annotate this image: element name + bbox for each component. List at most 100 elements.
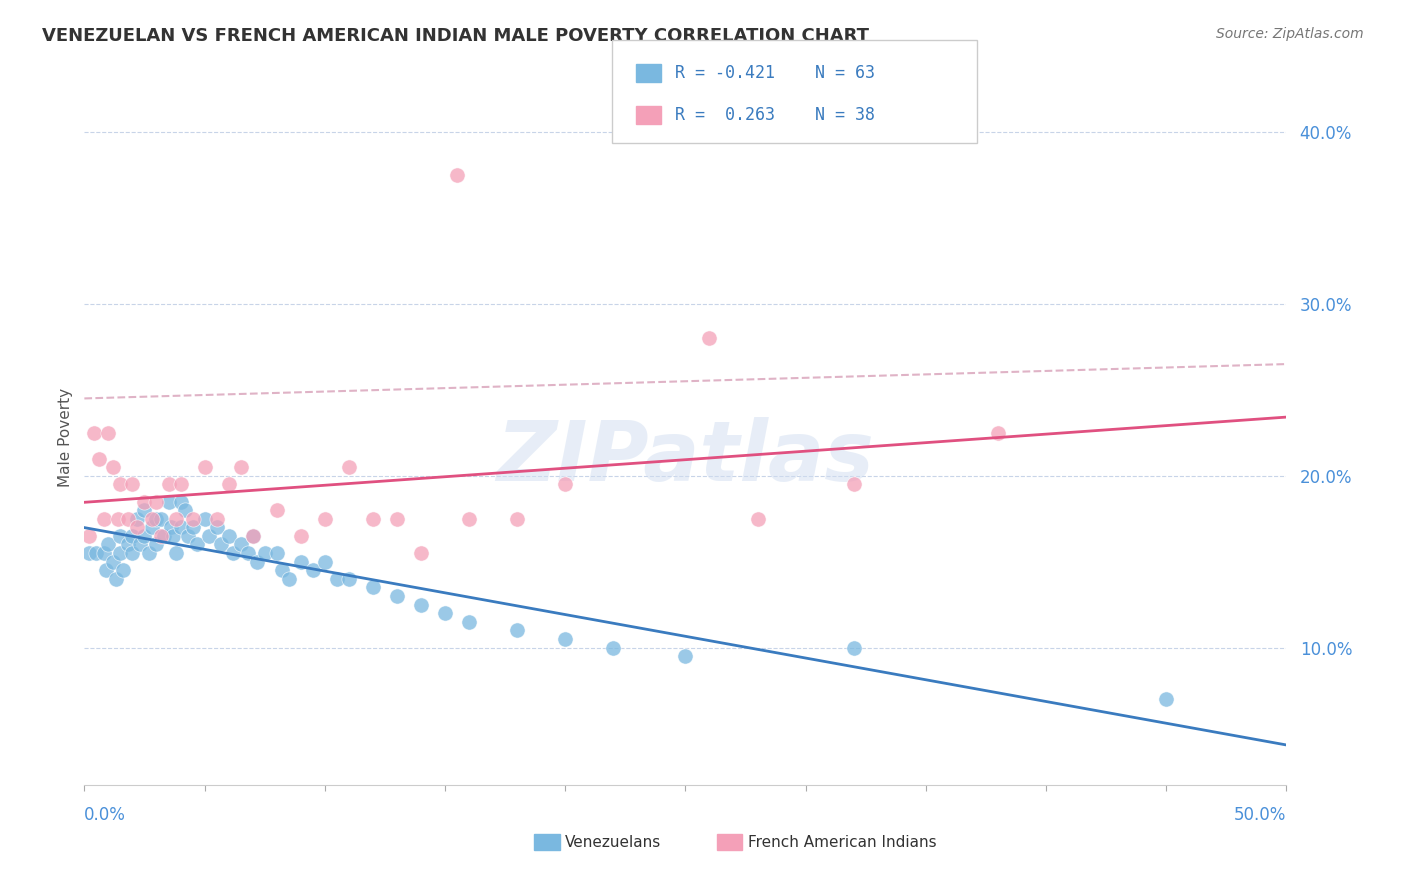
Point [127, 511, 149, 525]
Point [458, 615, 481, 629]
Point [446, 168, 468, 182]
Point [747, 511, 769, 525]
Point [434, 606, 457, 620]
Point [157, 494, 180, 508]
Point [301, 563, 323, 577]
Point [86, 546, 108, 560]
Point [83, 425, 105, 440]
Point [842, 640, 865, 655]
Point [385, 511, 408, 525]
Point [177, 529, 200, 543]
Point [141, 520, 163, 534]
Point [361, 511, 384, 525]
Point [181, 511, 204, 525]
Point [314, 511, 336, 525]
Point [1156, 692, 1178, 706]
Point [458, 511, 481, 525]
Point [205, 520, 228, 534]
Text: ZIPatlas: ZIPatlas [496, 417, 875, 499]
Point [77, 529, 100, 543]
Point [110, 546, 132, 560]
Point [266, 546, 288, 560]
Point [103, 460, 125, 475]
Point [236, 546, 259, 560]
Point [128, 537, 150, 551]
Text: French American Indians: French American Indians [748, 835, 936, 849]
Point [242, 529, 264, 543]
Point [77, 546, 100, 560]
Point [277, 572, 299, 586]
Point [134, 529, 156, 543]
Point [506, 624, 529, 638]
Point [110, 529, 132, 543]
Point [314, 555, 336, 569]
Point [157, 477, 180, 491]
Point [222, 546, 245, 560]
Point [409, 546, 432, 560]
Point [198, 529, 221, 543]
Point [145, 511, 167, 525]
Point [699, 331, 721, 345]
Point [87, 451, 110, 466]
Point [174, 503, 197, 517]
Point [94, 563, 117, 577]
Point [270, 563, 292, 577]
Point [194, 460, 217, 475]
Text: Source: ZipAtlas.com: Source: ZipAtlas.com [1216, 27, 1364, 41]
Point [290, 555, 312, 569]
Y-axis label: Male Poverty: Male Poverty [58, 387, 73, 487]
Point [181, 520, 204, 534]
Point [110, 477, 132, 491]
Point [150, 511, 173, 525]
Point [134, 503, 156, 517]
Point [117, 511, 139, 525]
Point [842, 477, 865, 491]
Point [141, 511, 163, 525]
Point [111, 563, 134, 577]
Text: 50.0%: 50.0% [1234, 805, 1286, 823]
Point [138, 546, 160, 560]
Text: VENEZUELAN VS FRENCH AMERICAN INDIAN MALE POVERTY CORRELATION CHART: VENEZUELAN VS FRENCH AMERICAN INDIAN MAL… [42, 27, 869, 45]
Point [169, 477, 191, 491]
Point [93, 546, 115, 560]
Point [266, 503, 288, 517]
Point [165, 546, 187, 560]
Point [160, 520, 183, 534]
Text: R = -0.421    N = 63: R = -0.421 N = 63 [675, 64, 875, 82]
Point [145, 494, 167, 508]
Point [554, 477, 576, 491]
Point [103, 555, 125, 569]
Point [97, 537, 120, 551]
Point [987, 425, 1010, 440]
Point [229, 537, 252, 551]
Point [97, 425, 120, 440]
Point [253, 546, 276, 560]
Point [218, 529, 240, 543]
Point [134, 494, 156, 508]
Point [104, 572, 127, 586]
Point [506, 511, 529, 525]
Text: Venezuelans: Venezuelans [565, 835, 661, 849]
Point [169, 494, 191, 508]
Point [121, 477, 143, 491]
Point [326, 572, 349, 586]
Point [242, 529, 264, 543]
Point [93, 511, 115, 525]
Text: 0.0%: 0.0% [84, 805, 127, 823]
Point [121, 546, 143, 560]
Point [117, 537, 139, 551]
Point [150, 529, 173, 543]
Point [121, 529, 143, 543]
Point [409, 598, 432, 612]
Point [165, 511, 187, 525]
Point [127, 520, 149, 534]
Text: R =  0.263    N = 38: R = 0.263 N = 38 [675, 106, 875, 124]
Point [186, 537, 208, 551]
Point [246, 555, 269, 569]
Point [290, 529, 312, 543]
Point [361, 581, 384, 595]
Point [218, 477, 240, 491]
Point [194, 511, 217, 525]
Point [675, 649, 697, 664]
Point [162, 529, 184, 543]
